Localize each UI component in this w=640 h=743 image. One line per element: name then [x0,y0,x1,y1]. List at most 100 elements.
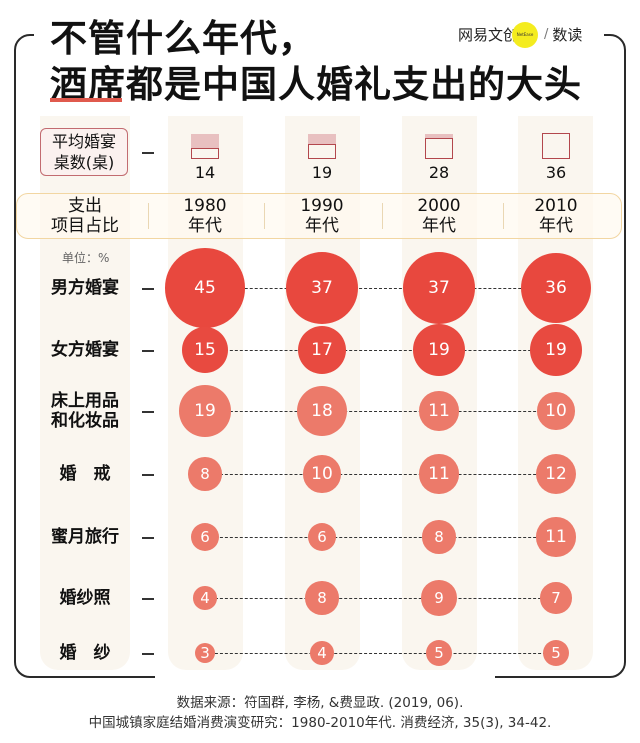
row-label-line1: 男方婚宴 [51,278,119,298]
bubble-groom-banquet-1: 37 [286,252,358,324]
row-label-groom-banquet: 男方婚宴 [40,278,130,298]
avg-tables-label-line2: 桌数(桌) [53,153,115,172]
decade-1990: 1990 年代 [292,196,352,236]
row-label-bride-banquet: 女方婚宴 [40,340,130,360]
bubble-bedding-cosmetics-0: 19 [179,385,231,437]
bubble-wedding-photos-0: 4 [193,586,217,610]
title-line-2: 酒席都是中国人婚礼支出的大头 [50,63,582,106]
row-label-wedding-dress: 婚 纱 [40,643,130,663]
band-label: 支出 项目占比 [40,196,130,236]
decade-suffix: 年代 [539,216,573,236]
decade-year: 1990 [300,196,344,216]
connector-line [205,350,556,351]
tables-value-2000: 28 [428,163,450,182]
table-icon-1980 [191,148,219,159]
table-icon-2010 [542,133,570,159]
source-line-1: 数据来源：符国群, 李杨, &费显政. (2019, 06). [176,695,464,711]
bubble-bedding-cosmetics-2: 11 [419,391,459,431]
logo-separator: / [544,26,549,42]
row-dash [142,474,154,476]
tables-value-1980: 14 [194,163,216,182]
row-label-wedding-ring: 婚 戒 [40,464,130,484]
avg-tables-label-line1: 平均婚宴 [51,132,116,151]
bubble-wedding-photos-1: 8 [305,581,339,615]
table-icon-2000 [425,138,453,159]
table-fill-1980 [191,134,219,148]
logo-text: 网易文创 [458,25,519,44]
bubble-wedding-dress-0: 3 [194,642,216,664]
row-dash [142,537,154,539]
bubble-bedding-cosmetics-1: 18 [296,385,348,437]
decade-1980: 1980 年代 [175,196,235,236]
table-icon-1990 [308,144,336,159]
decade-year: 1980 [183,196,227,216]
decade-suffix: 年代 [305,216,339,236]
row-label-line1: 婚 纱 [59,643,111,663]
decade-year: 2000 [417,196,461,216]
row-dash [142,288,154,290]
row-label-line1: 女方婚宴 [51,340,119,360]
title-line-1: 不管什么年代， [50,17,316,60]
row-label-bedding-cosmetics: 床上用品 和化妆品 [40,391,130,431]
tables-value-1990: 19 [311,163,333,182]
row-dash [142,598,154,600]
bubble-bride-banquet-2: 19 [413,324,465,376]
table-fill-1990 [308,134,336,144]
decade-2010: 2010 年代 [526,196,586,236]
connector-line [205,411,556,412]
row-label-line1: 床上用品 [51,391,119,411]
connector-line [205,474,556,475]
bubble-bedding-cosmetics-3: 10 [537,392,575,430]
bubble-bride-banquet-3: 19 [530,324,582,376]
row-label-line2: 和化妆品 [51,411,119,431]
brand-logo: 网易文创 NetEase / 数读 [458,22,583,48]
row-dash [142,653,154,655]
connector-line [205,598,556,599]
chart-title: 不管什么年代， 酒席都是中国人婚礼支出的大头 [50,16,582,108]
connector-line [205,288,556,289]
bubble-honeymoon-0: 6 [190,522,220,552]
logo-section: 数读 [552,25,583,44]
bubble-wedding-ring-2: 11 [419,454,459,494]
bubble-wedding-photos-2: 9 [421,580,457,616]
row-label-line1: 蜜月旅行 [51,527,119,547]
decade-suffix: 年代 [188,216,222,236]
row-dash [142,411,154,413]
table-fill-2000 [425,134,453,138]
bubble-honeymoon-2: 8 [422,520,456,554]
unit-label: 单位：% [62,251,110,265]
band-separator [148,203,149,229]
avg-tables-label: 平均婚宴 桌数(桌) [40,128,128,176]
band-separator [503,203,504,229]
title-underline [50,98,122,102]
bubble-wedding-dress-3: 5 [542,639,570,667]
bubble-bride-banquet-1: 17 [297,325,347,375]
bubble-wedding-dress-1: 4 [310,641,334,665]
netease-badge-icon: NetEase [512,22,539,48]
bubble-groom-banquet-2: 37 [403,252,475,324]
bubble-wedding-dress-2: 5 [425,639,453,667]
connector-line [205,653,556,654]
decade-year: 2010 [534,196,578,216]
row-label-line1: 婚纱照 [59,588,111,608]
bubble-groom-banquet-3: 36 [520,252,592,324]
decade-suffix: 年代 [422,216,456,236]
bubble-wedding-ring-3: 12 [535,453,577,495]
row-label-line1: 婚 戒 [59,464,111,484]
frame-gap-top [34,20,604,50]
source-line-2: 中国城镇家庭结婚消费演变研究：1980-2010年代. 消费经济, 35(3),… [88,715,552,731]
bubble-honeymoon-1: 6 [307,522,337,552]
frame-gap-bottom [155,668,495,688]
band-separator [264,203,265,229]
band-label-line2: 项目占比 [51,216,119,236]
band-separator [382,203,383,229]
decade-2000: 2000 年代 [409,196,469,236]
bubble-bride-banquet-0: 15 [182,327,228,373]
bubble-wedding-ring-0: 8 [188,457,222,491]
row-dash [142,152,154,154]
bubble-honeymoon-3: 11 [536,517,576,557]
row-dash [142,350,154,352]
decade-header-band [16,193,622,239]
bubble-groom-banquet-0: 45 [165,248,245,328]
tables-value-2010: 36 [545,163,567,182]
